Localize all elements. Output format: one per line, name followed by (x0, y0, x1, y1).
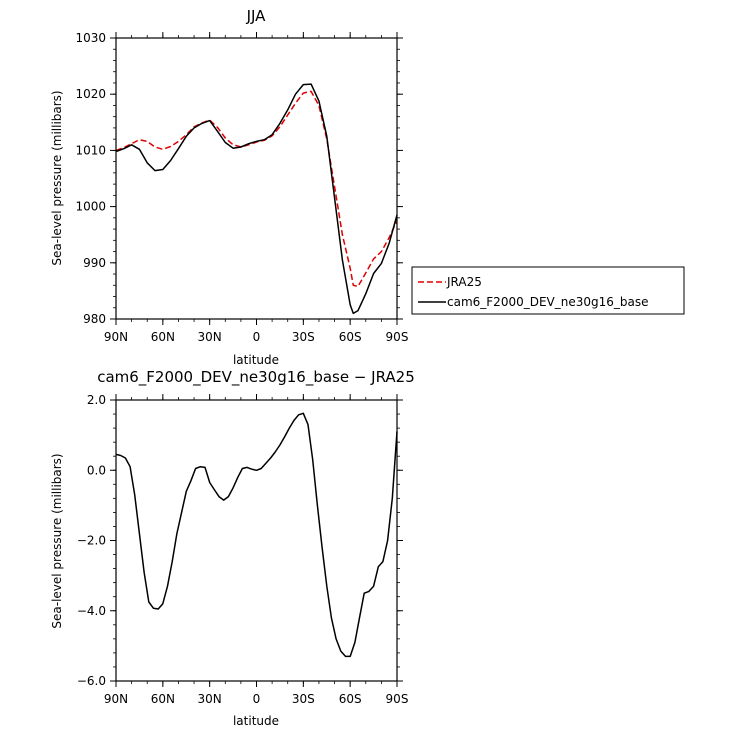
top-series-line-1 (115, 83, 398, 315)
bottom-xtick-label-2: 30N (198, 692, 222, 706)
top-ytick-label-5: 1030 (75, 31, 106, 45)
legend: JRA25 cam6_F2000_DEV_ne30g16_base (411, 266, 685, 315)
top-ticks (110, 32, 403, 325)
bottom-chart-title: cam6_F2000_DEV_ne30g16_base − JRA25 (97, 368, 415, 387)
bottom-y-axis-label: Sea-level pressure (millibars) (50, 453, 64, 628)
top-series-lines (115, 83, 398, 315)
top-plot-frame (115, 37, 398, 320)
bottom-series-lines (115, 412, 398, 658)
top-tick-labels: 980 990 1000 1010 1020 1030 90N 60N 30N 0 30S 60S 90… (75, 31, 408, 344)
legend-label-cam6: cam6_F2000_DEV_ne30g16_base (447, 295, 649, 309)
top-chart-title: JJA (246, 7, 267, 25)
top-series-line-0 (115, 90, 398, 288)
top-x-axis-label: latitude (233, 353, 279, 367)
bottom-series-line-0 (115, 412, 398, 658)
top-xtick-label-6: 90S (386, 330, 409, 344)
top-xtick-label-0: 90N (104, 330, 128, 344)
top-y-axis-label: Sea-level pressure (millibars) (50, 90, 64, 265)
legend-label-jra25: JRA25 (446, 275, 482, 289)
bottom-xtick-label-5: 60S (339, 692, 362, 706)
bottom-xtick-label-6: 90S (386, 692, 409, 706)
top-ytick-label-3: 1010 (75, 143, 106, 157)
top-xtick-label-4: 30S (292, 330, 315, 344)
bottom-xtick-label-3: 0 (253, 692, 261, 706)
bottom-xtick-label-1: 60N (151, 692, 175, 706)
top-ytick-label-4: 1020 (75, 87, 106, 101)
legend-box (411, 266, 685, 315)
bottom-ytick-label-0: −6.0 (77, 674, 106, 688)
top-xtick-label-2: 30N (198, 330, 222, 344)
bottom-ticks (110, 394, 403, 687)
bottom-ytick-label-1: −4.0 (77, 604, 106, 618)
top-panel: JJA Sea-level pressure (millibars) latit… (50, 7, 408, 367)
top-ytick-label-2: 1000 (75, 200, 106, 214)
top-ytick-label-1: 990 (83, 256, 106, 270)
bottom-panel: cam6_F2000_DEV_ne30g16_base − JRA25 Sea-… (50, 368, 415, 728)
bottom-x-axis-label: latitude (233, 714, 279, 728)
bottom-plot-frame (115, 399, 398, 682)
top-xtick-label-1: 60N (151, 330, 175, 344)
bottom-ytick-label-2: −2.0 (77, 534, 106, 548)
top-xtick-label-5: 60S (339, 330, 362, 344)
bottom-tick-labels: −6.0 −4.0 −2.0 0.0 2.0 90N 60N 30N 0 30S 60S 90S (77, 393, 409, 706)
top-xtick-label-3: 0 (253, 330, 261, 344)
top-ytick-label-0: 980 (83, 312, 106, 326)
bottom-ytick-label-4: 2.0 (87, 393, 106, 407)
bottom-xtick-label-4: 30S (292, 692, 315, 706)
bottom-ytick-label-3: 0.0 (87, 463, 106, 477)
bottom-xtick-label-0: 90N (104, 692, 128, 706)
